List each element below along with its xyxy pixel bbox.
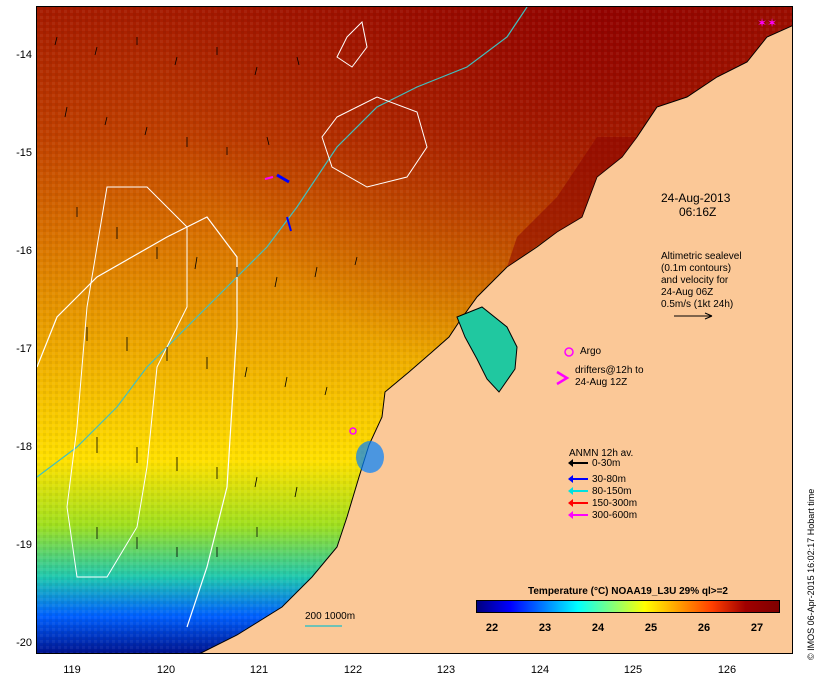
lat-label: -20: [16, 637, 32, 649]
isobath-1000m: [37, 216, 238, 628]
colorbar-tick: 27: [750, 622, 764, 634]
colorbar-tick: 22: [485, 622, 499, 634]
anmn-legend-label: 0-30m: [592, 458, 621, 469]
anmn-legend-item-3: 150-300m: [568, 498, 638, 510]
colorbar-tick: 23: [538, 622, 552, 634]
sealevel-note-line: Altimetric sealevel: [661, 251, 742, 262]
credit-text: © IMOS 06-Apr-2015 16:02:17 Hobart time: [806, 488, 816, 660]
lon-label: 121: [249, 664, 269, 676]
colorbar-title: Temperature (°C) NOAA19_L3U 29% ql>=2: [528, 586, 728, 597]
drifters-label-line: 24-Aug 12Z: [575, 377, 628, 388]
anmn-legend-label: 80-150m: [592, 486, 632, 497]
lon-label: 124: [530, 664, 550, 676]
lon-label: 123: [436, 664, 456, 676]
lon-label: 125: [623, 664, 643, 676]
drifters-label-line: drifters@12h to: [575, 365, 644, 376]
lat-label: -18: [16, 441, 32, 453]
sealevel-note-line: (0.1m contours): [661, 263, 732, 274]
lat-label: -15: [16, 147, 32, 159]
arrow-left-icon: [568, 459, 588, 468]
colorbar-tick: 25: [644, 622, 658, 634]
lon-label: 119: [63, 664, 81, 676]
arrow-left-icon: [568, 487, 588, 496]
argo-label: Argo: [580, 346, 602, 357]
colorbar-tick: 24: [591, 622, 605, 634]
isobath-label: 200 1000m: [305, 611, 356, 622]
anmn-legend-item-2: 80-150m: [568, 486, 632, 498]
colorbar-tick: 26: [697, 622, 711, 634]
map-time: 06:16Z: [679, 205, 717, 219]
arrow-left-icon: [568, 499, 588, 508]
drifters-label: drifters@12h to 24-Aug 12Z: [575, 365, 644, 389]
lat-label: -17: [16, 343, 32, 355]
lon-label: 122: [343, 664, 363, 676]
sst-map: ✶✶ 24-Aug-2013 06:16Z Altimetric sealeve…: [36, 6, 793, 654]
isobath-200m: [37, 7, 528, 478]
anmn-legend-item-4: 300-600m: [568, 510, 638, 522]
anmn-legend-label: 300-600m: [592, 510, 638, 521]
anmn-legend-label: 150-300m: [592, 498, 638, 509]
lat-label: -19: [16, 539, 32, 551]
argo-marker: [349, 427, 357, 435]
lon-label: 126: [717, 664, 737, 676]
anmn-legend-label: 30-80m: [592, 474, 626, 485]
anmn-legend-item-1: 30-80m: [568, 474, 626, 486]
colorbar: [476, 600, 780, 613]
sealevel-note-line: 24-Aug 06Z: [661, 287, 714, 298]
velocity-arrows: [54, 36, 358, 557]
map-canvas: ✶✶: [37, 7, 792, 653]
lon-label: 120: [156, 664, 176, 676]
anmn-legend-title: ANMN 12h av.: [569, 448, 634, 459]
lat-label: -16: [16, 245, 32, 257]
sealevel-note-line: and velocity for: [661, 275, 729, 286]
sealevel-note-line: 0.5m/s (1kt 24h): [661, 299, 734, 310]
svg-text:✶✶: ✶✶: [757, 16, 777, 30]
lat-label: -14: [16, 49, 32, 61]
arrow-left-icon: [568, 475, 588, 484]
king-sound: [456, 306, 518, 393]
anmn-legend-item-0: 0-30m: [568, 458, 621, 470]
arrow-left-icon: [568, 511, 588, 520]
map-date: 24-Aug-2013: [661, 191, 731, 205]
sealevel-note: Altimetric sealevel (0.1m contours) and …: [661, 251, 742, 311]
